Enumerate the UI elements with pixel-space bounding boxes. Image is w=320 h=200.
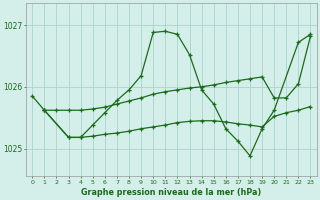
X-axis label: Graphe pression niveau de la mer (hPa): Graphe pression niveau de la mer (hPa): [81, 188, 261, 197]
